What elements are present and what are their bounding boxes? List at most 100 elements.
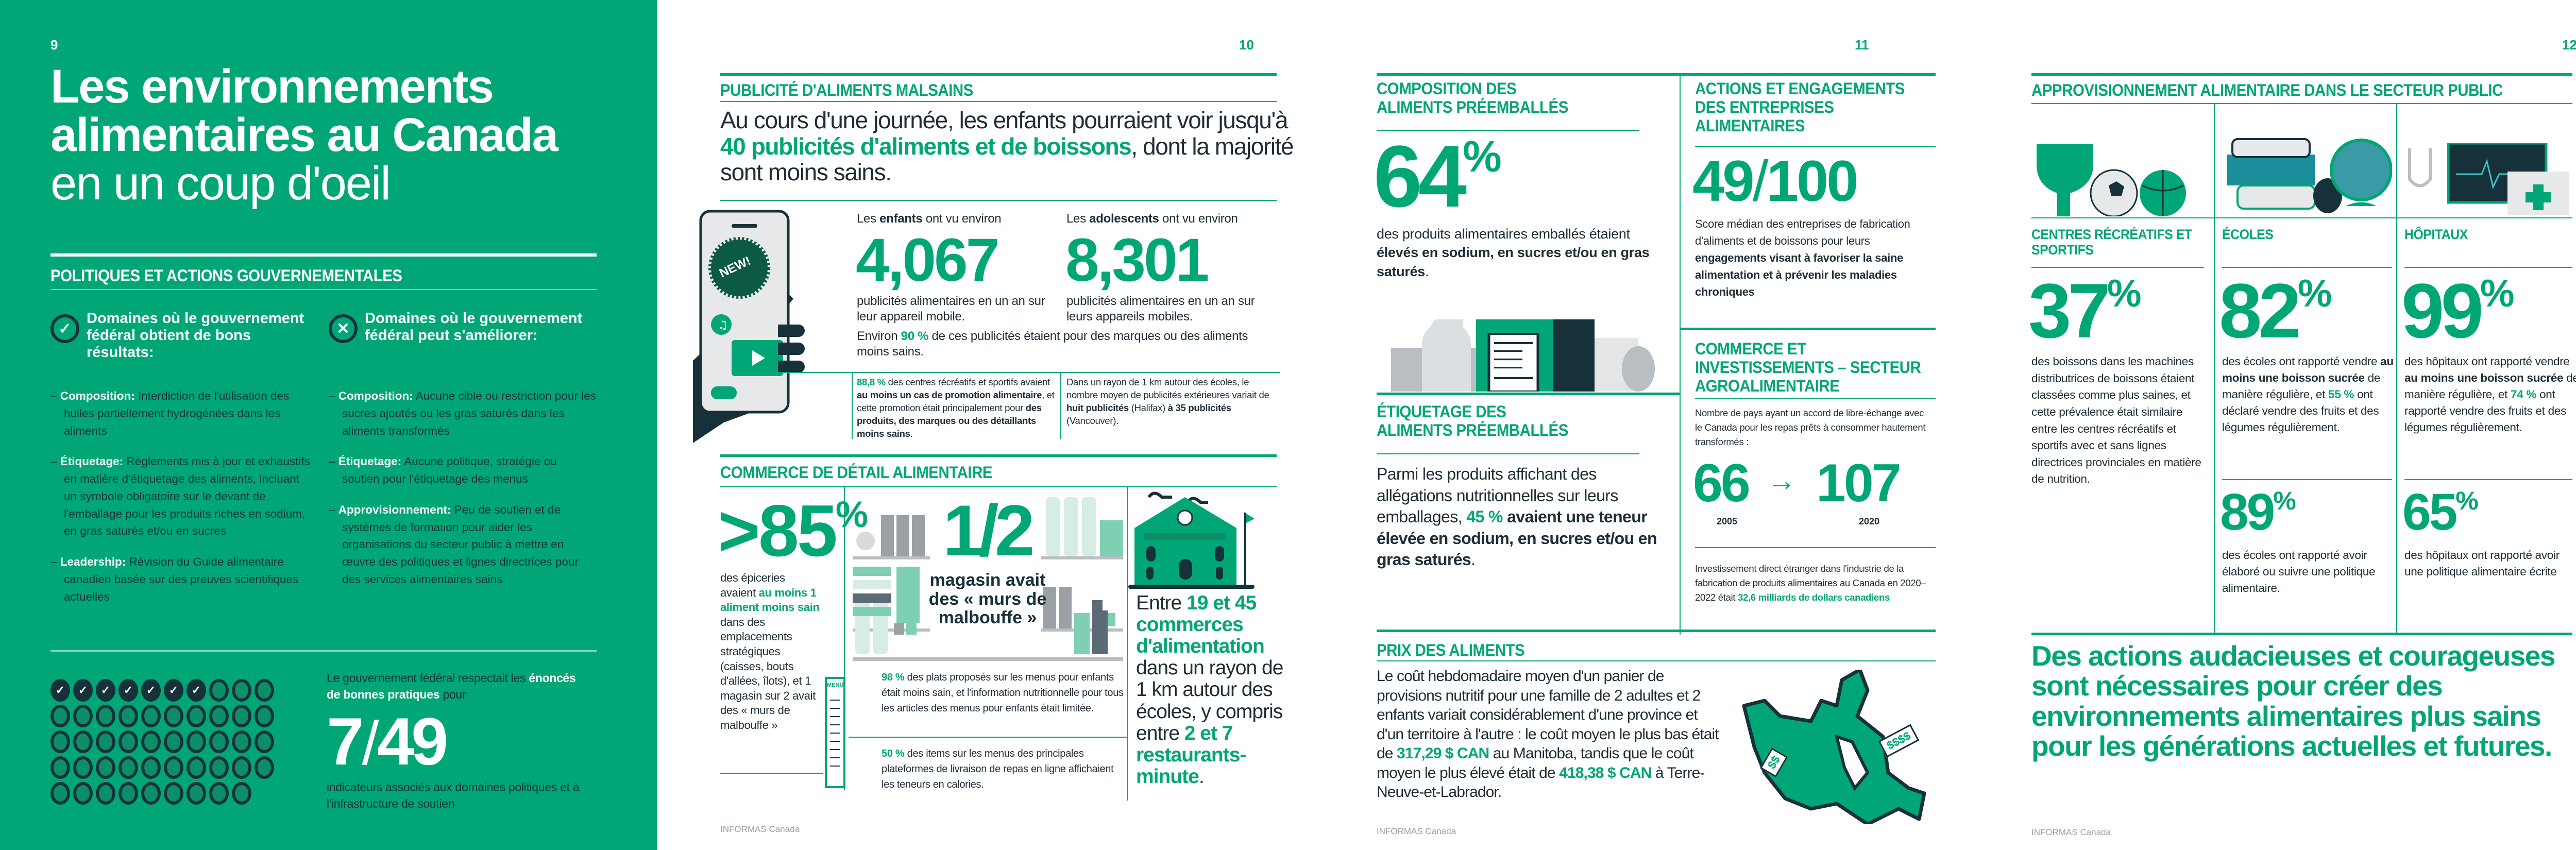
item-text: Peu de soutien et de systèmes de formati… <box>342 503 579 586</box>
text: au Manitoba, tandis que le coût moyen le… <box>1377 745 1694 781</box>
item-label: Composition: <box>338 389 413 402</box>
text: pour <box>443 688 466 702</box>
text: Score médian des entreprises de fabricat… <box>1695 217 1910 247</box>
text: (Halifax) <box>1131 402 1165 413</box>
industry-score: 49/100 <box>1692 152 1859 210</box>
indicator-unmet-circle-icon <box>232 679 251 702</box>
indicator-unmet-circle-icon <box>96 730 115 753</box>
item-text: Aucune cible ou restriction pour les suc… <box>342 389 596 437</box>
section-heading: APPROVISIONNEMENT ALIMENTAIRE DANS LE SE… <box>2031 81 2503 99</box>
indicator-unmet-circle-icon <box>232 756 251 779</box>
x-circle-icon: ✕ <box>329 314 358 343</box>
page-11: 11 COMPOSITION DES ALIMENTS PRÉEMBALLÉS … <box>1314 0 1971 850</box>
value: 89 <box>2220 483 2275 541</box>
item-label: Composition: <box>60 389 135 402</box>
indicator-unmet-circle-icon <box>118 756 138 779</box>
chat-icon <box>711 386 737 399</box>
text: . <box>1425 263 1429 279</box>
divider <box>1127 486 1128 801</box>
unit: % <box>2273 486 2296 515</box>
indicator-unmet-circle-icon <box>164 782 183 805</box>
page-number: 12 <box>2562 37 2576 53</box>
indicator-unmet-circle-icon <box>164 730 183 753</box>
text: Les <box>857 212 876 226</box>
text: de manière régulière, et <box>2222 371 2381 401</box>
food-prices-text: Le coût hebdomadaire moyen d'un panier d… <box>1377 667 1727 802</box>
divider <box>720 200 1277 201</box>
menu-icon: MENU <box>825 677 845 788</box>
indicator-unmet-circle-icon <box>209 730 229 753</box>
rec-centres-text: des boissons dans les machines distribut… <box>2031 355 2201 486</box>
list-item: – Leadership: Révision du Guide alimenta… <box>50 555 299 603</box>
menu-lines <box>830 692 840 770</box>
grocery-stat-value: >85% <box>718 495 868 568</box>
text: . <box>1198 765 1205 788</box>
page-number: 10 <box>1239 37 1254 53</box>
divider <box>2404 267 2572 268</box>
text: de ces publicités étaient pour des marqu… <box>857 329 1248 359</box>
music-icon <box>711 314 732 335</box>
indicator-unmet-circle-icon <box>141 730 161 753</box>
text: Parmi les produits affichant des allégat… <box>1377 465 1618 526</box>
divider <box>720 73 1277 76</box>
text: . <box>910 428 913 439</box>
highlight: 50 % <box>882 748 905 759</box>
industry-text: Score médian des entreprises de fabricat… <box>1695 215 1932 300</box>
junk-food-wall-caption: magasin avait des « murs de malbouffe » <box>928 570 1047 628</box>
bold: au moins une boisson sucrée <box>2404 371 2564 384</box>
section-heading: COMMERCE ET INVESTISSEMENTS – SECTEUR AG… <box>1695 339 1921 395</box>
list-item: – Étiquetage: Aucune politique, stratégi… <box>329 455 557 485</box>
highlight: énoncés de bonnes pratiques <box>327 671 576 702</box>
list-item: – Composition: Aucune cible ou restricti… <box>329 389 596 437</box>
schools-label: ÉCOLES <box>2222 227 2274 242</box>
separator: / <box>362 709 379 778</box>
hospitals-label: HÔPITAUX <box>2404 227 2468 242</box>
item-label: Approvisionnement: <box>338 503 451 516</box>
trade-to-year: 2020 <box>1859 516 1880 526</box>
bold: au moins un cas de promotion alimentaire <box>857 389 1042 400</box>
indicator-met-check-icon: ✓ <box>96 679 115 702</box>
text: ont vu environ <box>1162 212 1238 226</box>
indicator-met-check-icon: ✓ <box>187 679 206 702</box>
indicator-unmet-circle-icon <box>209 756 229 779</box>
phone-illustration: ♫ <box>693 210 805 443</box>
highlight: 2 et 7 restaurants-minute <box>1136 722 1246 788</box>
phone-speaker <box>732 224 757 228</box>
title-line: alimentaires au Canada <box>50 108 558 161</box>
teens-caption: publicités alimentaires en un an sur leu… <box>1066 294 1255 324</box>
highlight: enfants <box>879 212 923 226</box>
indicator-unmet-circle-icon <box>187 705 206 727</box>
teens-ad-count: 8,301 <box>1065 226 1209 294</box>
trade-to-value: 107 <box>1816 453 1902 513</box>
item-label: Leadership: <box>60 555 126 568</box>
divider <box>1377 73 1936 76</box>
indicator-dot-grid: ✓ ✓ ✓ ✓ ✓ ✓ ✓ <box>50 679 277 805</box>
unit: % <box>2455 486 2478 515</box>
value: 65 <box>2402 483 2458 541</box>
indicator-unmet-circle-icon <box>50 756 70 779</box>
text: des épiceries avaient <box>720 571 785 599</box>
bold: avaient une teneur élevée en sodium, en … <box>1377 507 1657 569</box>
text: dans des emplacements stratégiques (cais… <box>720 615 816 732</box>
fdi-text: Investissement direct étranger dans l'in… <box>1695 562 1932 604</box>
highlight: 40 publicités d'aliments et de boissons <box>720 132 1132 160</box>
item-text: Révision du Guide alimentaire canadien b… <box>64 555 299 603</box>
item-text: Interdiction de l'utilisation des huiles… <box>64 389 290 437</box>
divider <box>2222 267 2392 268</box>
highlight: 32,6 milliards de dollars canadiens <box>1738 591 1890 603</box>
indicator-unmet-circle-icon <box>232 730 251 753</box>
hospitals-value: 99% <box>2401 272 2515 349</box>
indicator-unmet-circle-icon <box>50 730 70 753</box>
highlight: 317,29 $ CAN <box>1397 745 1489 762</box>
divider <box>1680 73 1681 635</box>
unhealthy-share: Environ 90 % de ces publicités étaient p… <box>857 329 1259 360</box>
text: des centres récréatifs et sportifs avaie… <box>888 377 1050 387</box>
text: , et cette promotion était principalemen… <box>857 389 1055 413</box>
hospitals-policy-text: des hôpitaux ont rapporté avoir une poli… <box>2404 549 2560 578</box>
list-item: – Approvisionnement: Peu de soutien et d… <box>329 503 579 586</box>
text: dans un rayon de 1 km autour des écoles,… <box>1136 657 1283 744</box>
score-caption: indicateurs associés aux domaines politi… <box>327 780 580 811</box>
indicator-unmet-circle-icon <box>209 705 229 727</box>
divider <box>1377 660 1936 661</box>
divider <box>2031 103 2572 104</box>
